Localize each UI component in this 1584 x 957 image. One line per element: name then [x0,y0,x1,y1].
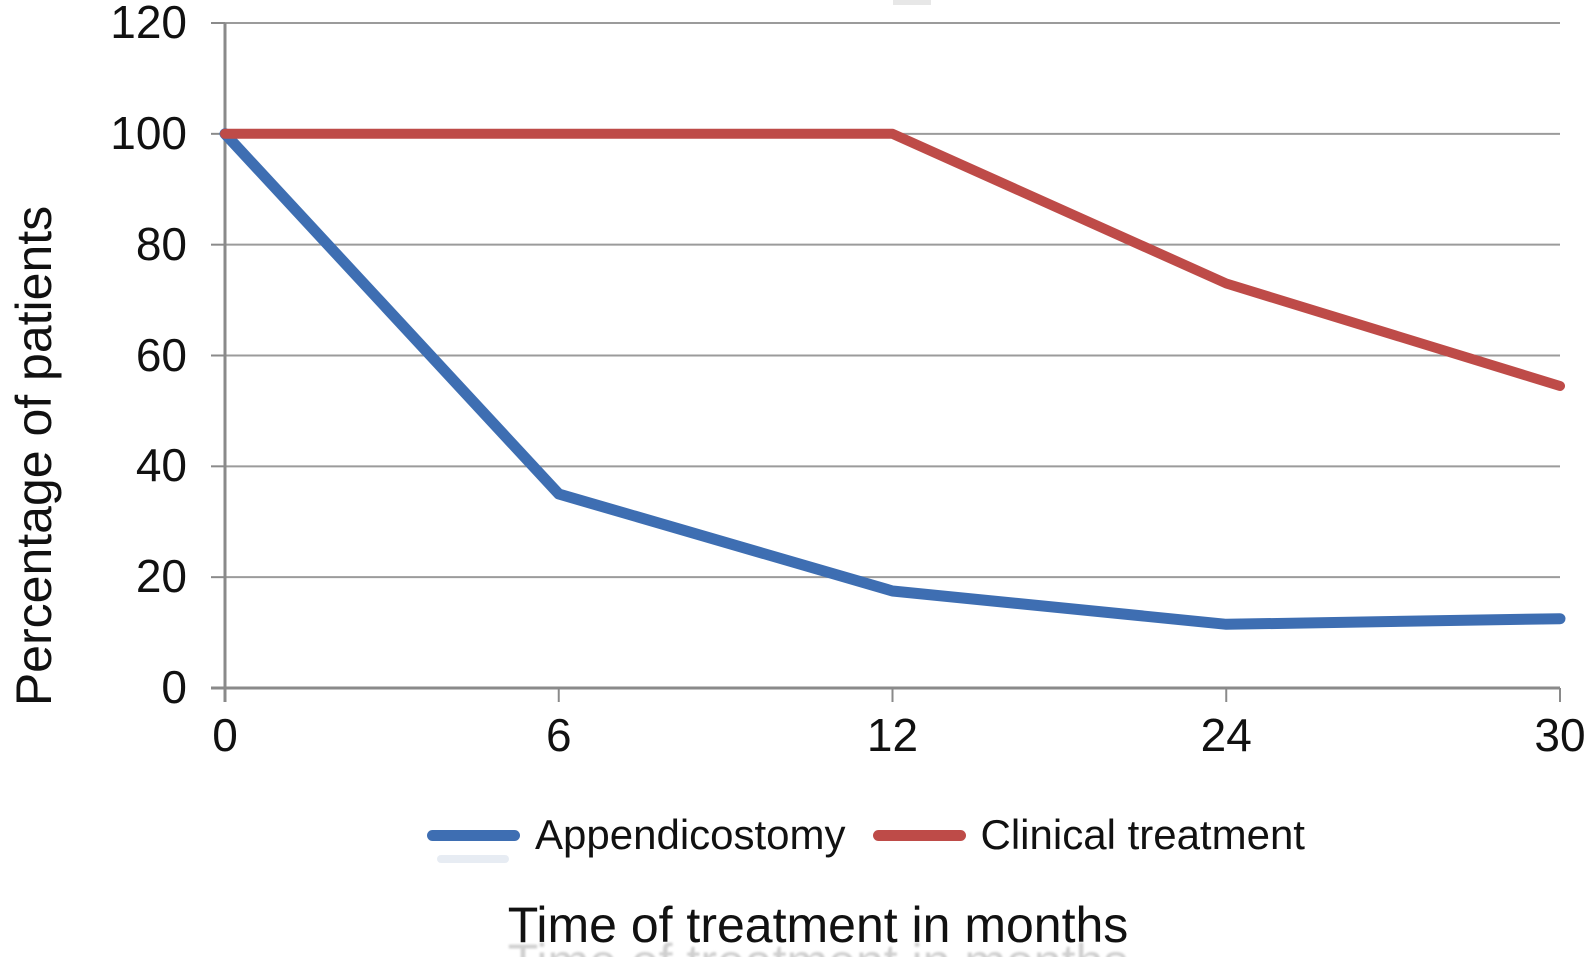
legend-swatch-appendicostomy [427,829,521,841]
x-axis-title: Time of treatment in months [507,897,1129,953]
y-tick-label-120: 120 [110,0,187,48]
y-tick-label-80: 80 [135,217,187,270]
y-tick-label-60: 60 [135,328,187,381]
scan-artifact-top [893,0,931,5]
y-tick-label-20: 20 [135,550,187,603]
x-tick-label-30: 30 [1534,709,1584,761]
y-tick-label-0: 0 [161,661,187,713]
legend-item-clinical-treatment: Clinical treatment [872,811,1305,858]
y-tick-label-40: 40 [135,439,187,492]
x-tick-label-24: 24 [1200,709,1252,761]
x-tick-label-6: 6 [545,709,572,761]
x-tick-label-12: 12 [866,709,919,761]
y-tick-label-100: 100 [110,106,187,159]
scan-artifact-legend-ghost [437,855,509,863]
series-line-clinical-treatment [220,128,1565,391]
series-line-appendicostomy [219,128,1566,630]
y-axis-title: Percentage of patients [6,205,62,707]
scan-ghost-text: Time of treatment in months [508,933,1129,957]
chart-legend: Appendicostomy Clinical treatment [427,814,1305,856]
legend-item-appendicostomy: Appendicostomy [427,814,846,856]
legend-label-appendicostomy: Appendicostomy [535,811,846,858]
legend-swatch-clinical-treatment [872,829,966,841]
legend-label-clinical-treatment: Clinical treatment [980,811,1305,858]
x-tick-label-0: 0 [212,709,238,761]
